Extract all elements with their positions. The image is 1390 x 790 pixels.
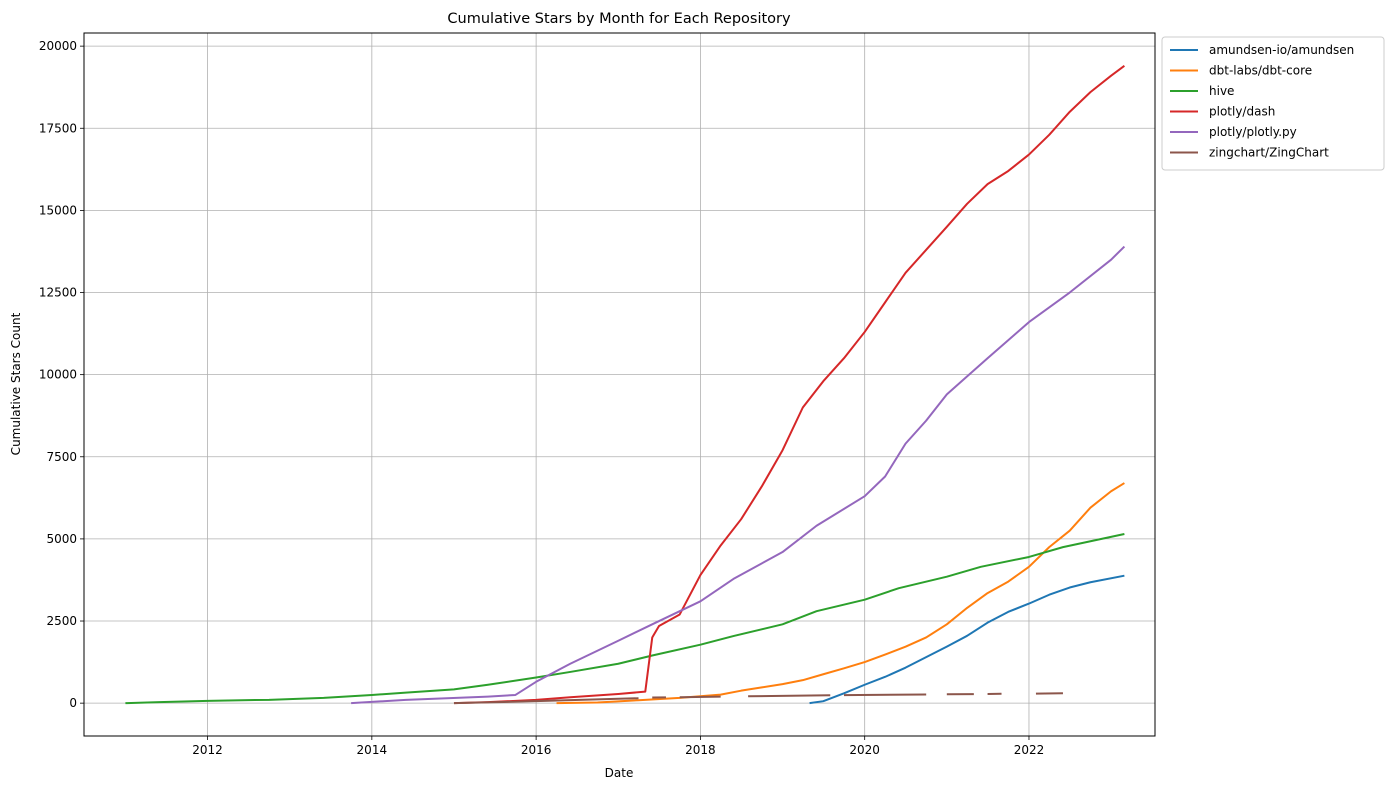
legend-frame bbox=[1161, 36, 1385, 171]
y-tick-label: 7500 bbox=[46, 450, 77, 464]
x-axis-title: Date bbox=[605, 766, 634, 780]
series-hive bbox=[125, 532, 1125, 705]
chart-title: Cumulative Stars by Month for Each Repos… bbox=[447, 11, 791, 27]
series-line bbox=[809, 574, 1125, 705]
series-dbt-labs-dbt-core bbox=[556, 482, 1125, 705]
series-line bbox=[556, 482, 1125, 705]
x-tick-label: 2022 bbox=[1014, 743, 1045, 757]
y-tick-label: 5000 bbox=[46, 532, 77, 546]
legend: amundsen-io/amundsen dbt-labs/dbt-core hiv… bbox=[1161, 36, 1385, 171]
legend-label: dbt-labs/dbt-core bbox=[1209, 64, 1312, 78]
y-tick-label: 17500 bbox=[39, 121, 77, 135]
y-tick-label: 0 bbox=[69, 696, 77, 710]
y-tick-label: 10000 bbox=[39, 368, 77, 382]
series-line bbox=[748, 694, 831, 698]
series-line bbox=[453, 697, 639, 705]
y-tick-label: 20000 bbox=[39, 39, 77, 53]
y-tick-label: 2500 bbox=[46, 614, 77, 628]
x-axis: 2012 2014 2016 2018 2020 2022 bbox=[192, 736, 1044, 757]
legend-label: zingchart/ZingChart bbox=[1209, 146, 1329, 160]
y-tick-label: 15000 bbox=[39, 203, 77, 217]
series-line bbox=[351, 245, 1126, 705]
y-axis-title: Cumulative Stars Count bbox=[9, 312, 23, 455]
series-amundsen-io-amundsen bbox=[809, 574, 1125, 705]
x-tick-label: 2020 bbox=[849, 743, 880, 757]
y-tick-label: 12500 bbox=[39, 286, 77, 300]
x-tick-label: 2012 bbox=[192, 743, 223, 757]
x-tick-label: 2018 bbox=[685, 743, 716, 757]
series-line bbox=[125, 532, 1125, 705]
x-tick-label: 2016 bbox=[521, 743, 552, 757]
series-line bbox=[679, 695, 721, 699]
plot-frame bbox=[83, 32, 1156, 737]
series-layer bbox=[125, 65, 1126, 705]
y-axis: 0 2500 5000 7500 10000 12500 15000 17500 20000 bbox=[39, 39, 84, 710]
legend-label: amundsen-io/amundsen bbox=[1209, 43, 1354, 57]
legend-label: hive bbox=[1209, 84, 1234, 98]
series-zingchart-zingchart bbox=[453, 692, 1063, 705]
series-plotly-dash bbox=[453, 65, 1125, 705]
x-tick-label: 2014 bbox=[357, 743, 388, 757]
series-plotly-plotly-py bbox=[351, 245, 1126, 705]
grid bbox=[84, 33, 1155, 736]
series-line bbox=[843, 693, 927, 697]
legend-label: plotly/plotly.py bbox=[1209, 125, 1297, 139]
series-line bbox=[453, 65, 1125, 705]
legend-label: plotly/dash bbox=[1209, 105, 1275, 119]
